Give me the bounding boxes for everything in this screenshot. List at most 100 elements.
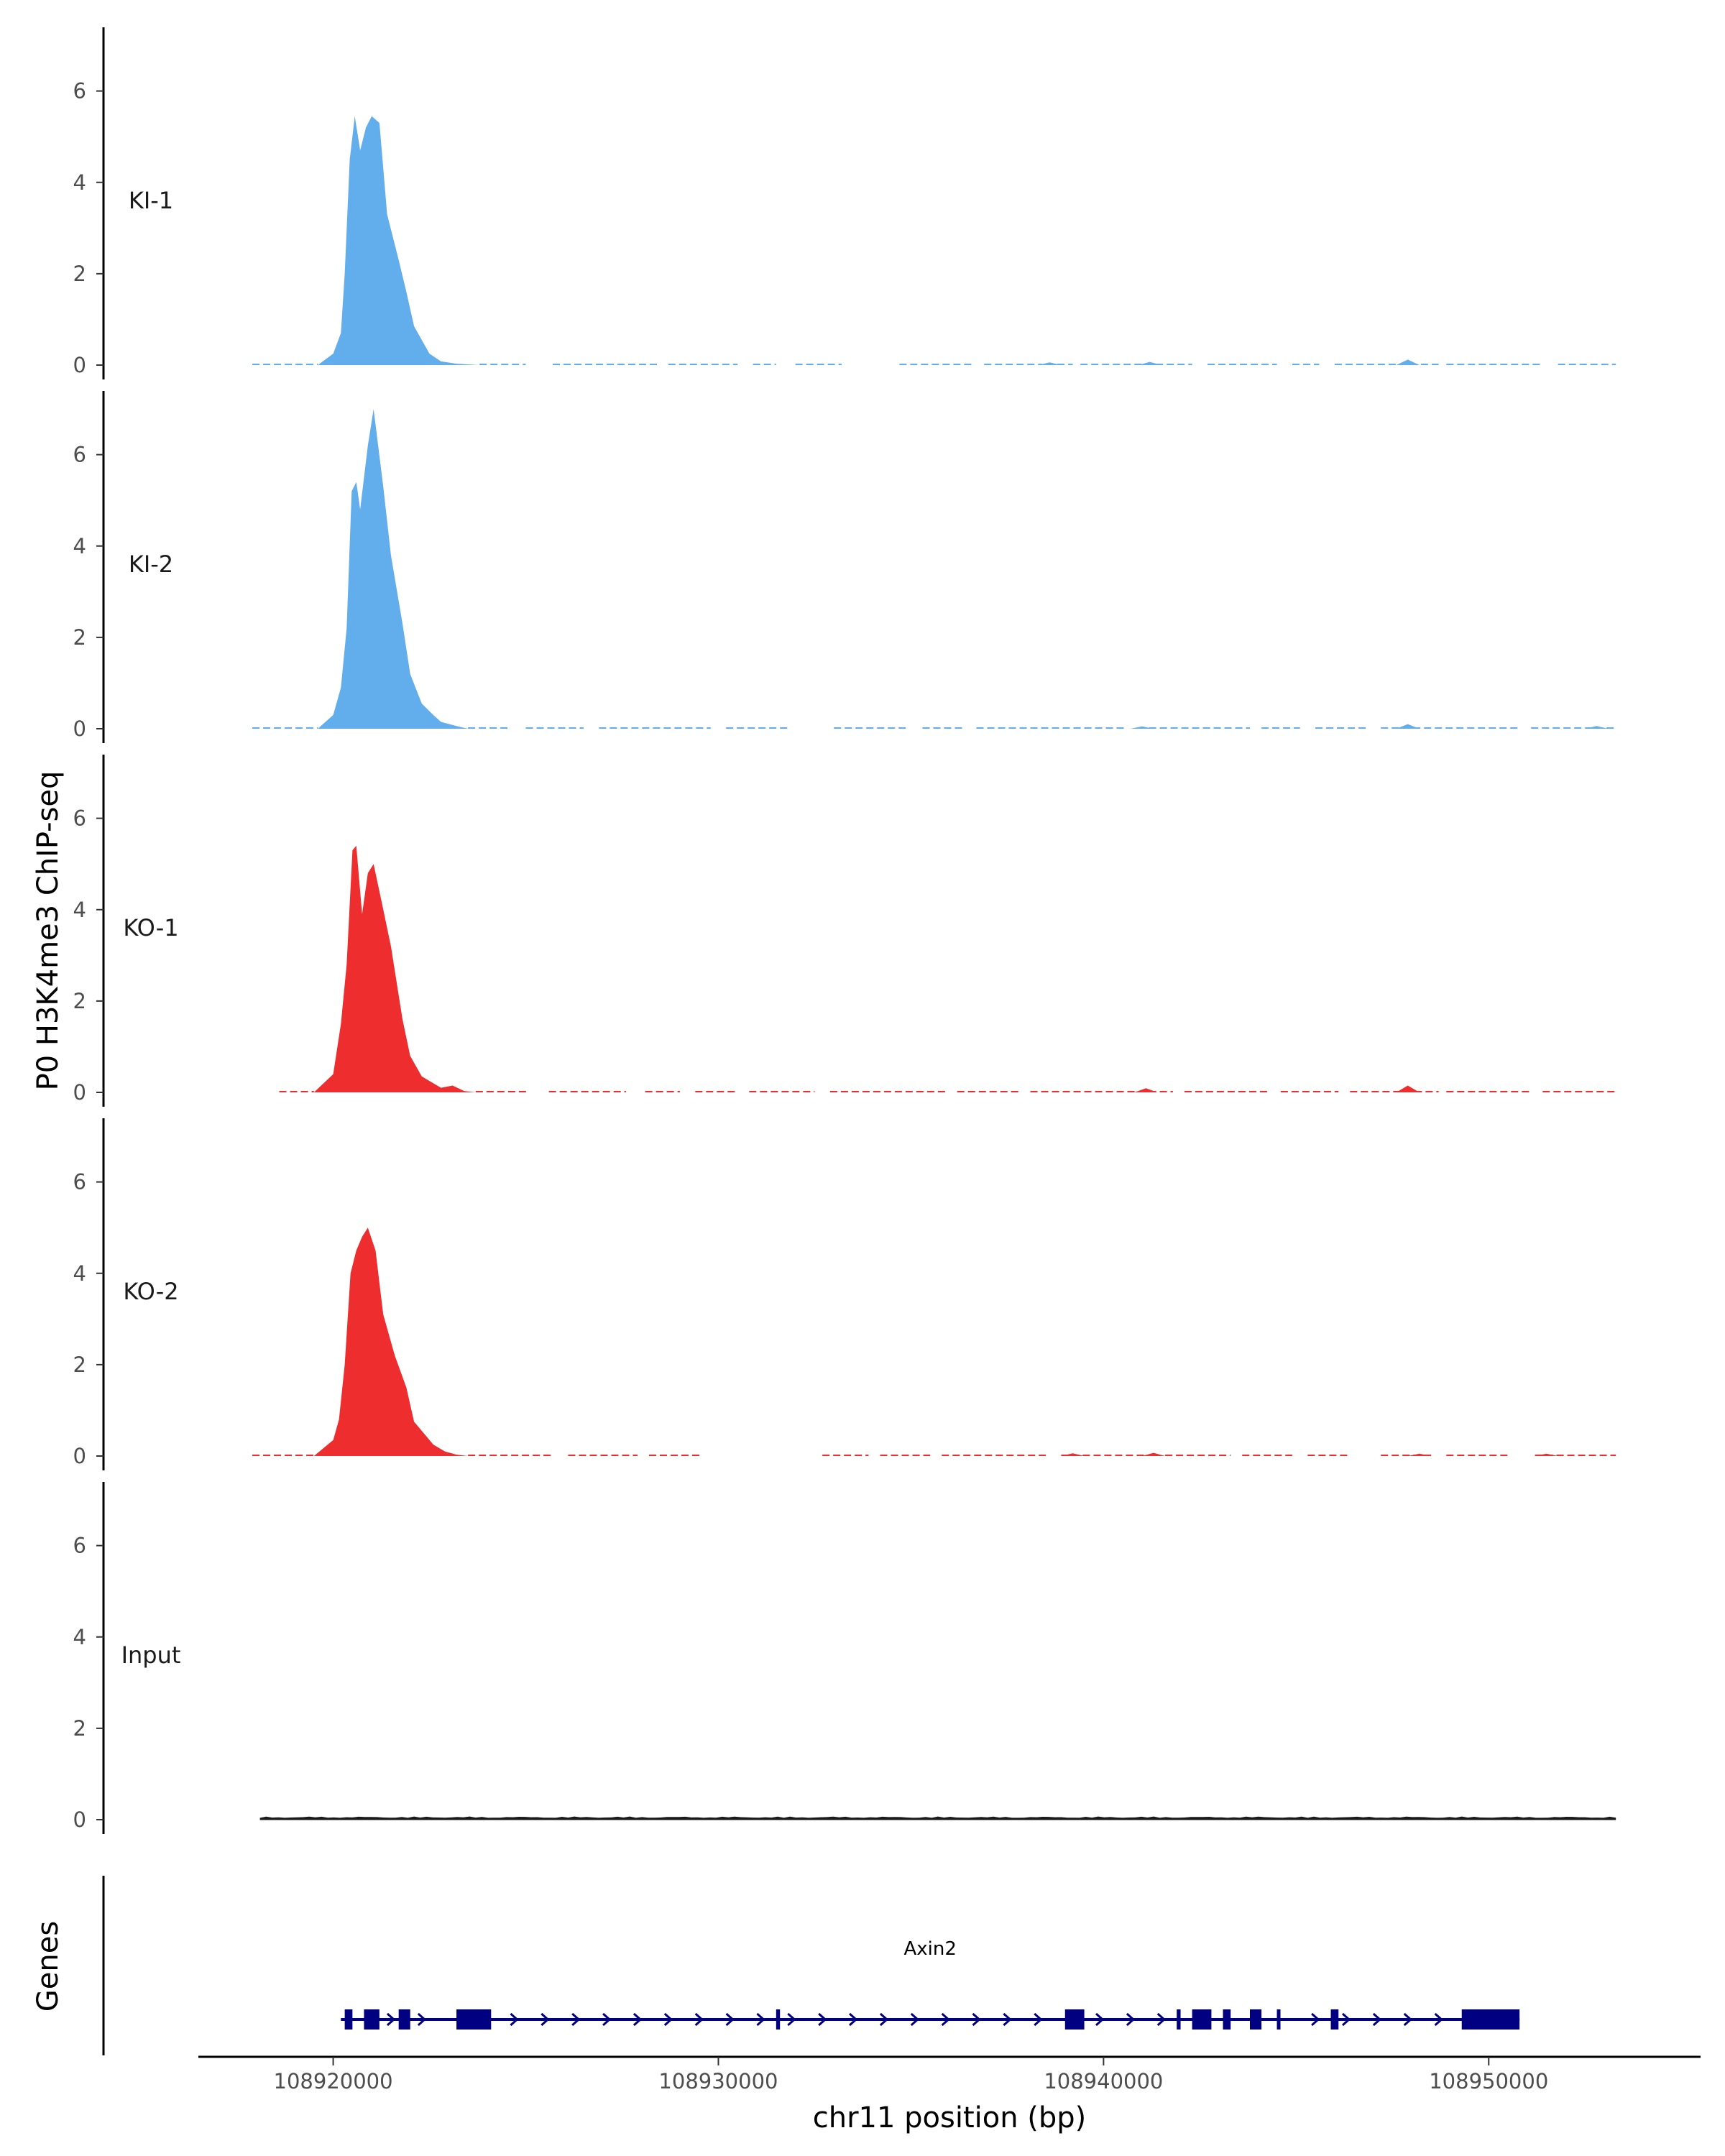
gene-direction-chevron — [787, 2012, 796, 2027]
y-tick-label: 6 — [73, 806, 86, 831]
signal-bump — [1396, 359, 1420, 365]
gene-direction-chevron — [510, 2012, 519, 2027]
gene-direction-chevron — [602, 2012, 612, 2027]
gene-direction-chevron — [756, 2012, 765, 2027]
track-label: KI-2 — [129, 550, 173, 578]
x-tick-label: 108940000 — [1044, 2069, 1163, 2093]
y-tick-label: 6 — [73, 1170, 86, 1194]
gene-direction-chevron — [941, 2012, 950, 2027]
gene-direction-chevron — [725, 2012, 735, 2027]
signal-bump — [1141, 1452, 1166, 1456]
gene-exon — [1330, 2009, 1339, 2030]
gene-direction-chevron — [571, 2012, 581, 2027]
signal-bump — [1396, 1085, 1420, 1092]
track-ki-1: 0 2 4 6 KI-1 — [73, 27, 1616, 379]
gene-direction-chevron — [972, 2012, 981, 2027]
gene-direction-chevron — [1311, 2012, 1320, 2027]
y-tick-label: 4 — [73, 534, 86, 558]
track-label: KO-2 — [123, 1278, 178, 1305]
y-tick-label: 4 — [73, 170, 86, 195]
x-tick-label: 108930000 — [658, 2069, 778, 2093]
y-tick-label: 0 — [73, 717, 86, 741]
gene-exon — [776, 2009, 781, 2030]
signal-bump — [1535, 1453, 1558, 1456]
signal-bump — [1061, 1453, 1085, 1456]
gene-direction-chevron — [663, 2012, 673, 2027]
y-tick-label: 2 — [73, 625, 86, 650]
gene-direction-chevron — [818, 2012, 827, 2027]
signal-bump — [1134, 1088, 1158, 1092]
gene-direction-chevron — [1003, 2012, 1012, 2027]
gene-direction-chevron — [1156, 2012, 1166, 2027]
y-tick-label: 2 — [73, 1353, 86, 1377]
track-ki-2: 0 2 4 6 KI-2 — [73, 391, 1616, 743]
gene-direction-chevron — [386, 2012, 396, 2027]
y-tick-label: 0 — [73, 353, 86, 377]
signal-bump — [1585, 726, 1609, 729]
gene-name-label: Axin2 — [903, 1938, 956, 1960]
y-tick-label: 0 — [73, 1807, 86, 1832]
gene-exon — [1461, 2009, 1520, 2030]
gene-exon — [1250, 2009, 1262, 2030]
gene-model-axin2 — [341, 2009, 1520, 2030]
gene-direction-chevron — [1372, 2012, 1382, 2027]
y-tick-label: 6 — [73, 79, 86, 103]
y-tick-label: 6 — [73, 1534, 86, 1558]
signal-bump — [1138, 361, 1162, 365]
gene-direction-chevron — [1034, 2012, 1043, 2027]
track-ko-1: 0 2 4 6 KO-1 — [73, 755, 1616, 1107]
gene-exon — [1064, 2009, 1085, 2030]
track-label: KO-1 — [123, 914, 178, 941]
signal-peak — [318, 409, 469, 729]
signal-bump — [1396, 724, 1420, 729]
signal-peak — [313, 845, 476, 1092]
x-axis: chr11 position (bp) 108920000 108930000 10… — [198, 2055, 1701, 2134]
gene-direction-chevron — [694, 2012, 704, 2027]
y-tick-label: 4 — [73, 1625, 86, 1649]
gene-direction-chevron — [879, 2012, 889, 2027]
tracks-layer: 0 2 4 6 KI-1 0 2 4 6 KI-2 0 2 4 6 KO-1 0 2 4 6 KO-2 0 2 4 6 Inpu… — [73, 27, 1616, 1834]
track-ko-2: 0 2 4 6 KO-2 — [73, 1118, 1616, 1470]
x-tick-label: 108950000 — [1429, 2069, 1548, 2093]
y-tick-label: 0 — [73, 1080, 86, 1105]
track-label: KI-1 — [129, 187, 173, 214]
x-axis-title: chr11 position (bp) — [813, 2101, 1087, 2134]
track-input: 0 2 4 6 Input — [73, 1482, 1616, 1834]
gene-exon — [1192, 2009, 1212, 2030]
gene-exon — [1177, 2009, 1181, 2030]
gene-direction-chevron — [417, 2012, 427, 2027]
y-tick-label: 2 — [73, 1716, 86, 1741]
gene-exon — [398, 2009, 410, 2030]
track-label: Input — [121, 1641, 181, 1669]
signal-bump — [1038, 362, 1062, 365]
gene-direction-chevron — [1434, 2012, 1443, 2027]
signal-bump — [1407, 1453, 1431, 1456]
genes-panel: Genes Axin2 — [32, 1876, 1520, 2055]
gene-exon — [1223, 2009, 1231, 2030]
x-tick-label: 108920000 — [274, 2069, 393, 2093]
gene-direction-chevron — [1341, 2012, 1351, 2027]
signal-peak — [318, 116, 480, 365]
gene-direction-chevron — [849, 2012, 858, 2027]
y-tick-label: 2 — [73, 262, 86, 286]
gene-exon — [1276, 2009, 1281, 2030]
signal-area — [259, 1816, 1616, 1820]
y-tick-label: 4 — [73, 1261, 86, 1286]
gene-direction-chevron — [1095, 2012, 1105, 2027]
gene-direction-chevron — [540, 2012, 550, 2027]
signal-bump — [1130, 726, 1154, 729]
gene-exon — [456, 2009, 492, 2030]
gene-direction-chevron — [632, 2012, 643, 2027]
gene-exon — [364, 2009, 380, 2030]
y-tick-label: 4 — [73, 898, 86, 922]
y-tick-label: 0 — [73, 1444, 86, 1468]
y-axis-title: P0 H3K4me3 ChIP-seq — [32, 771, 65, 1091]
gene-direction-chevron — [1126, 2012, 1136, 2027]
signal-peak — [313, 1227, 469, 1456]
y-tick-label: 6 — [73, 443, 86, 467]
y-tick-label: 2 — [73, 989, 86, 1013]
genes-axis-title: Genes — [32, 1921, 65, 2012]
gene-direction-chevron — [1403, 2012, 1412, 2027]
gene-direction-chevron — [910, 2012, 920, 2027]
